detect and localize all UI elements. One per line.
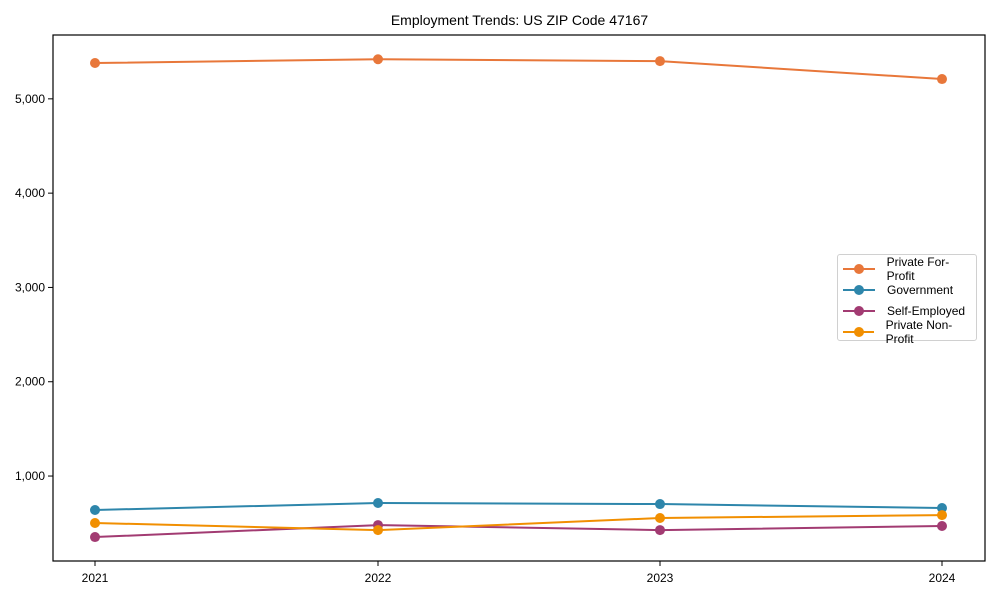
data-point-marker: [937, 521, 947, 532]
y-axis: 1,000 2,000 3,000 4,000 5,000: [15, 92, 53, 483]
data-point-marker: [90, 58, 100, 69]
data-point-marker: [937, 510, 947, 521]
y-tick-label: 3,000: [15, 280, 45, 294]
data-point-marker: [373, 54, 383, 65]
data-point-marker: [655, 499, 665, 510]
series-line: [94, 524, 943, 539]
data-point-marker: [937, 503, 947, 514]
y-tick-label: 1,000: [15, 469, 45, 483]
x-tick-label: 2023: [647, 571, 674, 585]
y-tick-label: 2,000: [15, 375, 45, 389]
legend-item-private-non-profit: Private Non-Profit: [838, 318, 976, 346]
legend-label: Private Non-Profit: [885, 317, 953, 346]
legend-item-private-for-profit: Private For-Profit: [838, 255, 976, 283]
legend-marker-icon: [843, 326, 874, 337]
data-point-marker: [655, 512, 665, 523]
data-point-marker: [373, 498, 383, 509]
data-point-marker: [937, 74, 947, 85]
series-lines: [90, 54, 947, 543]
data-point-marker: [90, 504, 100, 515]
x-tick-label: 2024: [929, 571, 956, 585]
series-line: [94, 58, 943, 81]
legend-item-self-employed: Self-Employed: [838, 300, 976, 321]
data-point-marker: [655, 525, 665, 536]
y-tick-label: 4,000: [15, 186, 45, 200]
legend-label: Government: [887, 282, 954, 297]
legend-item-government: Government: [838, 279, 976, 300]
series-government: [90, 498, 947, 515]
series-private-for-profit: [90, 54, 947, 85]
legend: Private For-Profit Government Self-Emplo…: [837, 254, 977, 346]
plot-area: [52, 34, 986, 562]
legend-label: Private For-Profit: [886, 254, 950, 283]
x-tick-label: 2022: [365, 571, 392, 585]
series-line: [94, 514, 943, 532]
series-line: [94, 502, 943, 511]
series-private-non-profit: [90, 510, 947, 536]
chart-title: Employment Trends: US ZIP Code 47167: [390, 12, 649, 28]
data-point-marker: [655, 56, 665, 67]
axes-border: [52, 34, 986, 562]
x-tick-label: 2021: [82, 571, 109, 585]
legend-label: Self-Employed: [887, 303, 966, 318]
x-axis: 2021 2022 2023 2024: [82, 561, 956, 585]
legend-marker-icon: [843, 305, 875, 316]
data-point-marker: [90, 532, 100, 543]
legend-marker-icon: [843, 284, 875, 295]
y-tick-label: 5,000: [15, 92, 45, 106]
data-point-marker: [90, 517, 100, 528]
legend-marker-icon: [843, 263, 875, 274]
data-point-marker: [373, 525, 383, 536]
